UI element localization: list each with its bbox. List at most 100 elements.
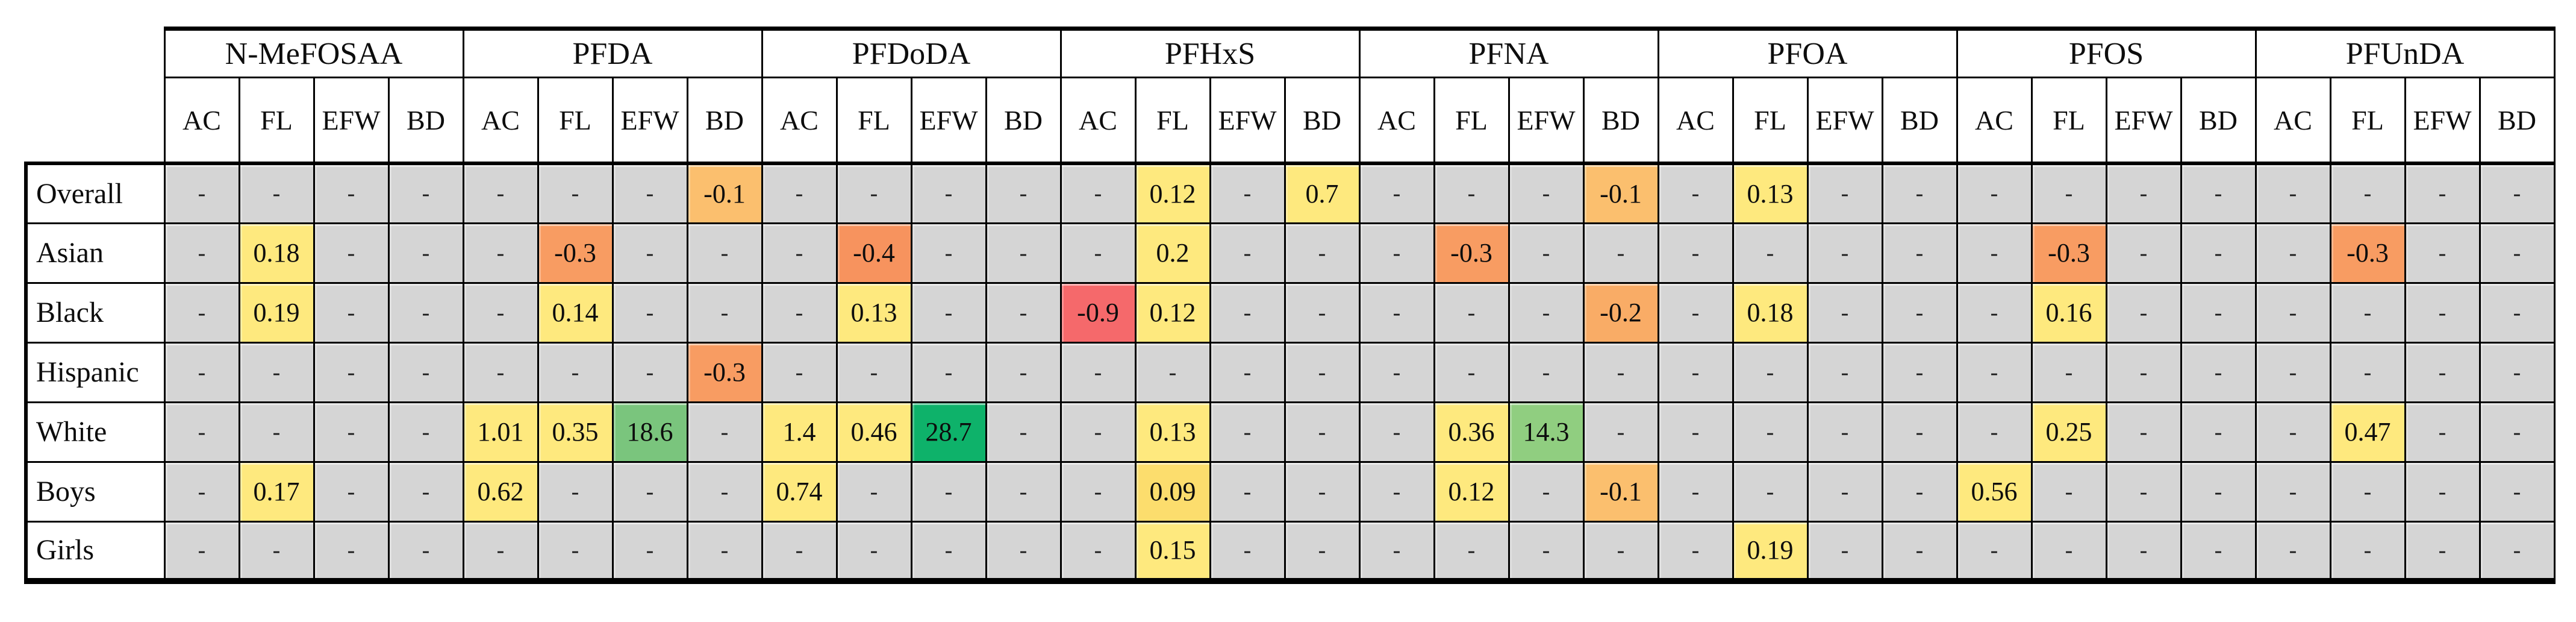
cell-girls-pfunda-fl: - <box>2329 520 2406 584</box>
cell-white-pfoa-bd: - <box>1881 401 1958 463</box>
row-label-asian: Asian <box>24 222 166 284</box>
cell-overall-n-mefosaa-bd: - <box>387 162 464 224</box>
cell-black-pfda-efw: - <box>611 281 688 344</box>
cell-black-pfunda-bd: - <box>2478 281 2556 344</box>
cell-asian-pfna-bd: - <box>1582 222 1659 284</box>
metric-header-pfos-fl: FL <box>2030 77 2107 165</box>
cell-overall-pfos-efw: - <box>2105 162 2182 224</box>
cell-asian-pfos-efw: - <box>2105 222 2182 284</box>
cell-black-pfos-bd: - <box>2180 281 2257 344</box>
cell-black-pfunda-efw: - <box>2404 281 2481 344</box>
cell-white-pfhxs-efw: - <box>1209 401 1286 463</box>
cell-boys-pfhxs-fl: 0.09 <box>1134 460 1211 523</box>
cell-asian-pfos-fl: -0.3 <box>2030 222 2107 284</box>
cell-boys-pfdoda-efw: - <box>910 460 987 523</box>
cell-hispanic-pfdoda-efw: - <box>910 341 987 403</box>
cell-black-pfna-fl: - <box>1433 281 1510 344</box>
results-table: N-MeFOSAA PFDA PFDoDA PFHxS PFNA PFOA PFOS PFUn… <box>24 27 2556 584</box>
cell-girls-n-mefosaa-bd: - <box>387 520 464 584</box>
cell-white-pfda-efw: 18.6 <box>611 401 688 463</box>
cell-black-pfna-efw: - <box>1508 281 1585 344</box>
cell-boys-pfna-bd: -0.1 <box>1582 460 1659 523</box>
group-header-pfunda: PFUnDA <box>2254 27 2556 78</box>
cell-white-pfos-efw: - <box>2105 401 2182 463</box>
metric-header-pfos-efw: EFW <box>2105 77 2182 165</box>
cell-girls-pfoa-ac: - <box>1657 520 1734 584</box>
cell-overall-n-mefosaa-fl: - <box>238 162 315 224</box>
metric-header-pfda-bd: BD <box>686 77 763 165</box>
group-header-pfdoda: PFDoDA <box>761 27 1062 78</box>
cell-overall-pfdoda-ac: - <box>761 162 838 224</box>
metric-header-pfhxs-bd: BD <box>1283 77 1361 165</box>
cell-overall-pfunda-ac: - <box>2254 162 2331 224</box>
cell-hispanic-pfda-ac: - <box>462 341 539 403</box>
cell-overall-pfhxs-fl: 0.12 <box>1134 162 1211 224</box>
table-body: Overall - - - - - - - -0.1- - - - -0.12-0.7- - - -0.1-0… <box>24 162 2556 584</box>
metric-header-pfoa-ac: AC <box>1657 77 1734 165</box>
cell-black-pfoa-ac: - <box>1657 281 1734 344</box>
metric-header-pfda-efw: EFW <box>611 77 688 165</box>
cell-black-n-mefosaa-efw: - <box>313 281 390 344</box>
metric-header-pfos-bd: BD <box>2180 77 2257 165</box>
cell-overall-pfunda-efw: - <box>2404 162 2481 224</box>
cell-overall-pfunda-bd: - <box>2478 162 2556 224</box>
metric-header-pfda-ac: AC <box>462 77 539 165</box>
cell-white-pfda-fl: 0.35 <box>537 401 614 463</box>
cell-girls-pfda-fl: - <box>537 520 614 584</box>
cell-boys-pfda-bd: - <box>686 460 763 523</box>
cell-white-pfna-ac: - <box>1358 401 1435 463</box>
cell-boys-pfhxs-ac: - <box>1059 460 1137 523</box>
group-header-pfhxs: PFHxS <box>1059 27 1361 78</box>
cell-asian-pfdoda-fl: -0.4 <box>835 222 912 284</box>
metric-header-pfhxs-efw: EFW <box>1209 77 1286 165</box>
cell-boys-pfoa-ac: - <box>1657 460 1734 523</box>
cell-hispanic-pfhxs-ac: - <box>1059 341 1137 403</box>
cell-asian-pfna-ac: - <box>1358 222 1435 284</box>
cell-boys-n-mefosaa-ac: - <box>163 460 240 523</box>
metric-header-pfunda-ac: AC <box>2254 77 2331 165</box>
cell-girls-pfdoda-fl: - <box>835 520 912 584</box>
cell-asian-pfunda-fl: -0.3 <box>2329 222 2406 284</box>
cell-white-pfdoda-ac: 1.4 <box>761 401 838 463</box>
cell-overall-pfda-ac: - <box>462 162 539 224</box>
row-label-white: White <box>24 401 166 463</box>
cell-black-n-mefosaa-ac: - <box>163 281 240 344</box>
cell-girls-pfunda-efw: - <box>2404 520 2481 584</box>
cell-black-pfoa-efw: - <box>1806 281 1883 344</box>
cell-boys-pfdoda-ac: 0.74 <box>761 460 838 523</box>
cell-black-pfda-fl: 0.14 <box>537 281 614 344</box>
cell-overall-pfunda-fl: - <box>2329 162 2406 224</box>
metric-header-pfhxs-ac: AC <box>1059 77 1137 165</box>
cell-boys-n-mefosaa-fl: 0.17 <box>238 460 315 523</box>
cell-asian-pfhxs-fl: 0.2 <box>1134 222 1211 284</box>
cell-asian-pfunda-bd: - <box>2478 222 2556 284</box>
cell-black-pfhxs-efw: - <box>1209 281 1286 344</box>
cell-asian-pfos-bd: - <box>2180 222 2257 284</box>
cell-white-pfhxs-fl: 0.13 <box>1134 401 1211 463</box>
cell-girls-pfoa-efw: - <box>1806 520 1883 584</box>
cell-white-pfoa-efw: - <box>1806 401 1883 463</box>
cell-boys-pfna-efw: - <box>1508 460 1585 523</box>
cell-white-pfunda-bd: - <box>2478 401 2556 463</box>
metric-header-pfdoda-ac: AC <box>761 77 838 165</box>
cell-boys-pfoa-bd: - <box>1881 460 1958 523</box>
metric-header-row: AC FL EFW BD AC FL EFW BD AC FL EFW BD AC FL EFW BD AC FL… <box>26 77 2556 165</box>
group-header-row: N-MeFOSAA PFDA PFDoDA PFHxS PFNA PFOA PFOS PFUn… <box>26 27 2556 163</box>
cell-white-pfna-fl: 0.36 <box>1433 401 1510 463</box>
cell-black-pfdoda-ac: - <box>761 281 838 344</box>
cell-hispanic-pfna-efw: - <box>1508 341 1585 403</box>
cell-asian-pfhxs-ac: - <box>1059 222 1137 284</box>
cell-boys-pfos-fl: - <box>2030 460 2107 523</box>
metric-header-pfoa-efw: EFW <box>1806 77 1883 165</box>
cell-boys-pfoa-fl: - <box>1732 460 1809 523</box>
cell-asian-n-mefosaa-fl: 0.18 <box>238 222 315 284</box>
cell-black-pfhxs-fl: 0.12 <box>1134 281 1211 344</box>
cell-asian-pfoa-efw: - <box>1806 222 1883 284</box>
cell-girls-n-mefosaa-efw: - <box>313 520 390 584</box>
cell-overall-pfna-bd: -0.1 <box>1582 162 1659 224</box>
cell-asian-n-mefosaa-bd: - <box>387 222 464 284</box>
cell-black-pfdoda-fl: 0.13 <box>835 281 912 344</box>
cell-overall-pfhxs-bd: 0.7 <box>1283 162 1361 224</box>
cell-asian-pfda-ac: - <box>462 222 539 284</box>
